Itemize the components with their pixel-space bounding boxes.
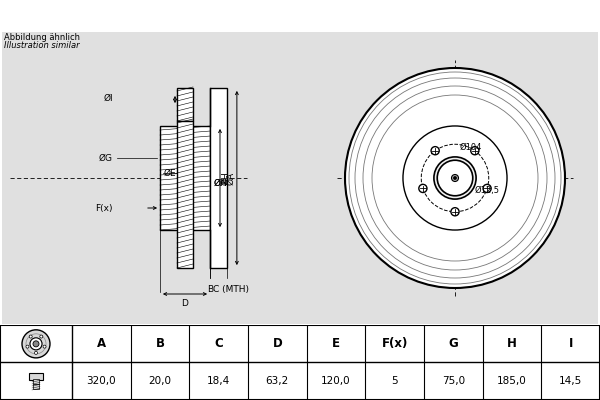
Text: 24.0320-0183.1: 24.0320-0183.1 <box>166 6 338 24</box>
Text: C (MTH): C (MTH) <box>213 285 249 294</box>
Circle shape <box>434 157 476 199</box>
Text: Abbildung ähnlich: Abbildung ähnlich <box>4 33 80 42</box>
Text: D: D <box>182 299 188 308</box>
Text: 75,0: 75,0 <box>442 376 465 386</box>
Circle shape <box>22 330 50 358</box>
Circle shape <box>43 345 46 348</box>
Circle shape <box>454 176 457 180</box>
Circle shape <box>451 208 459 216</box>
Bar <box>29 373 43 380</box>
Bar <box>33 380 39 384</box>
Text: E: E <box>332 337 340 350</box>
Text: ®: ® <box>478 231 492 245</box>
Text: D: D <box>272 337 282 350</box>
Bar <box>33 384 39 389</box>
Text: B: B <box>207 285 213 294</box>
Bar <box>178 126 192 230</box>
Text: 520183: 520183 <box>415 6 497 24</box>
Text: 320,0: 320,0 <box>86 376 116 386</box>
Text: Ate: Ate <box>403 206 487 250</box>
Text: G: G <box>448 337 458 350</box>
Text: C: C <box>214 337 223 350</box>
Bar <box>160 126 210 230</box>
Text: ØA: ØA <box>214 178 227 188</box>
Circle shape <box>452 174 458 182</box>
Text: B: B <box>155 337 164 350</box>
Text: 185,0: 185,0 <box>497 376 527 386</box>
Text: ØE: ØE <box>164 168 176 178</box>
Bar <box>177 88 193 121</box>
Circle shape <box>471 147 479 155</box>
Text: Ø104: Ø104 <box>460 143 482 152</box>
Text: Ø12,5: Ø12,5 <box>475 186 500 194</box>
Text: 120,0: 120,0 <box>321 376 351 386</box>
Circle shape <box>431 147 439 155</box>
Text: ØH: ØH <box>214 178 228 188</box>
Circle shape <box>35 351 37 354</box>
Text: 14,5: 14,5 <box>559 376 582 386</box>
Text: I: I <box>568 337 573 350</box>
Text: F(x): F(x) <box>382 337 408 350</box>
Bar <box>210 88 227 268</box>
Circle shape <box>30 338 42 350</box>
Text: Illustration similar: Illustration similar <box>4 41 80 50</box>
Text: ØH: ØH <box>221 171 230 185</box>
Text: 5: 5 <box>391 376 398 386</box>
Text: ØG: ØG <box>99 154 113 162</box>
Circle shape <box>26 345 29 348</box>
Circle shape <box>33 341 39 347</box>
Circle shape <box>437 160 473 196</box>
Text: A: A <box>97 337 106 350</box>
Circle shape <box>483 184 491 192</box>
Text: 63,2: 63,2 <box>266 376 289 386</box>
Text: F(x): F(x) <box>95 204 113 212</box>
Bar <box>177 121 193 268</box>
Circle shape <box>40 335 43 338</box>
Text: 20,0: 20,0 <box>149 376 172 386</box>
Circle shape <box>419 184 427 192</box>
Text: ØI: ØI <box>103 94 113 102</box>
Text: ØA: ØA <box>227 172 236 184</box>
Circle shape <box>29 335 32 338</box>
Circle shape <box>345 68 565 288</box>
Text: 18,4: 18,4 <box>207 376 230 386</box>
Text: H: H <box>507 337 517 350</box>
